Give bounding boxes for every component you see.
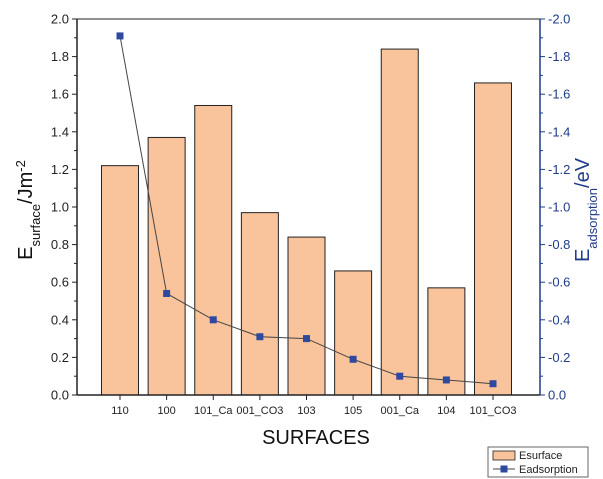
y-left-title-sup: -2 [13,160,28,172]
bar-001_Ca [380,48,419,396]
y-left-tick-label: 0.0 [51,388,69,403]
eadsorption-point-101_CO3 [489,380,497,388]
eadsorption-point-100 [163,289,171,297]
y-right-tick-label: -0.8 [548,237,570,252]
bar-101_Ca [194,104,233,396]
y-right-title-unit: /eV [572,157,594,188]
eadsorption-point-001_Ca [396,372,404,380]
legend-eadsorption-label: Eadsorption [519,464,578,476]
eadsorption-point-103 [303,335,310,343]
y-right-tick-label: -1.4 [548,124,570,139]
y-right-tick-label: -1.0 [548,200,570,215]
bar-105 [334,270,373,396]
eadsorption-point-104 [442,376,450,384]
y-right-tick-label: -1.2 [548,162,570,177]
x-tick-label-001_CO3: 001_CO3 [236,405,283,417]
y-right-tick-label: -1.6 [548,87,570,102]
y-left-title-main: E [15,247,37,260]
y-right-tick-label: -2.0 [548,12,570,27]
x-tick-label-001_Ca: 001_Ca [380,405,419,417]
y-right-tick-label: -1.8 [548,49,570,64]
x-tick-label-101_CO3: 101_CO3 [469,405,516,417]
y-right-title-main: E [572,249,594,262]
y-left-tick-label: 1.0 [51,200,69,215]
bar-100 [147,136,186,396]
bars-layer [101,48,512,396]
y-right-tick-label: -0.2 [548,350,570,365]
adsorption-line-layer [116,32,497,388]
legend-esurface-label: Esurface [519,450,562,462]
x-axis-title: SURFACES [262,427,370,449]
ticks-layer: 0.0 0.2 0.4 0.6 0.8 1.0 1.2 1.4 1.6 1.8 2.0 0.0 -0.2… [51,12,570,418]
y-left-tick-label: 1.6 [51,87,69,102]
eadsorption-point-001_CO3 [256,333,264,341]
bar-101_CO3 [474,82,512,396]
x-tick-label-101_Ca: 101_Ca [194,405,233,417]
y-left-tick-label: 0.6 [51,275,69,290]
x-tick-label-110: 110 [111,405,129,417]
y-right-title-sub: adsorption [585,188,600,249]
eadsorption-point-101_Ca [209,316,217,324]
eadsorption-point-110 [116,32,124,40]
y-left-tick-label: 1.8 [51,49,69,64]
legend: Esurface Eadsorption [487,446,589,478]
y-right-tick-label: -0.6 [548,275,570,290]
legend-eadsorption-marker [500,465,508,473]
bar-103 [287,236,326,396]
y-left-tick-label: 1.4 [51,124,69,139]
bar-001_CO3 [240,212,279,396]
y-axis-left-title: Esurface/Jm-2 [13,160,43,260]
y-left-title-sub: surface [28,204,43,247]
x-tick-label-104: 104 [437,405,455,417]
eadsorption-point-105 [349,355,357,363]
y-left-tick-label: 1.2 [51,162,69,177]
y-axis-right-title: Eadsorption/eV [572,157,600,262]
y-left-tick-label: 0.8 [51,237,69,252]
x-tick-label-105: 105 [344,405,362,417]
y-left-tick-label: 0.2 [51,350,69,365]
y-left-tick-label: 2.0 [51,12,69,27]
y-left-tick-label: 0.4 [51,312,69,327]
legend-esurface-swatch [492,450,516,461]
y-right-tick-label: 0.0 [548,388,566,403]
y-left-title-unit: /Jm [15,172,37,204]
x-tick-label-103: 103 [297,405,315,417]
y-right-tick-label: -0.4 [548,312,570,327]
bar-110 [101,165,139,396]
x-tick-label-100: 100 [157,405,175,417]
